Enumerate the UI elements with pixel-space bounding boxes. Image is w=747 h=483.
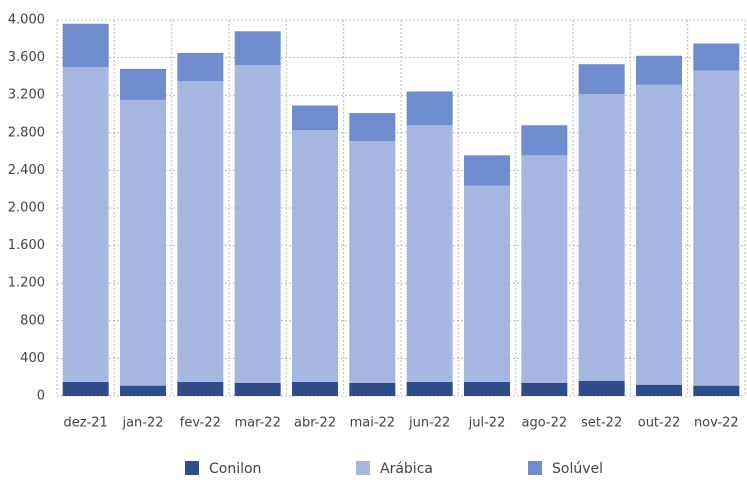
- legend-label: Conilon: [209, 461, 261, 477]
- bar-segment: [349, 113, 396, 142]
- bar-segment: [292, 105, 338, 130]
- x-tick-label: jan-22: [121, 416, 163, 431]
- legend-label: Arábica: [380, 461, 433, 477]
- bar-segment: [177, 381, 224, 396]
- bar-segment: [464, 155, 510, 186]
- x-tick-label: dez-21: [64, 416, 108, 431]
- x-tick-label: nov-22: [694, 416, 739, 431]
- bar-segment: [62, 381, 109, 396]
- legend-swatch: [356, 461, 370, 475]
- y-tick-label: 2.800: [8, 125, 45, 140]
- bar-segment: [177, 52, 224, 82]
- bar-segment: [578, 380, 625, 396]
- y-tick-label: 2.000: [8, 201, 45, 216]
- y-tick-label: 800: [20, 313, 45, 328]
- x-tick-label: jul-22: [468, 416, 506, 431]
- bar-segment: [406, 381, 453, 396]
- y-tick-label: 3.200: [8, 88, 45, 103]
- bar-segment: [234, 382, 281, 396]
- x-tick-label: fev-22: [180, 416, 221, 431]
- bar-segment: [578, 64, 625, 95]
- bar-segment: [636, 84, 682, 385]
- legend-swatch: [185, 461, 199, 475]
- bar-segment: [636, 55, 682, 85]
- x-tick-label: set-22: [581, 416, 622, 431]
- x-tick-label: mai-22: [350, 416, 395, 431]
- bar-segment: [62, 23, 109, 67]
- y-tick-label: 4.000: [8, 13, 45, 28]
- x-tick-label: jun-22: [408, 416, 450, 431]
- bar-segment: [406, 125, 453, 382]
- y-tick-label: 400: [20, 351, 45, 366]
- x-tick-label: out-22: [638, 416, 681, 431]
- bar-segment: [693, 43, 740, 71]
- bar-segment: [521, 155, 568, 383]
- bar-segment: [62, 67, 109, 382]
- bar-segment: [177, 81, 224, 382]
- bar-segment: [693, 385, 740, 396]
- bar-segment: [292, 381, 338, 396]
- bar-segment: [349, 382, 396, 396]
- bar-segment: [292, 129, 338, 382]
- bar-segment: [693, 70, 740, 386]
- bar-segment: [120, 99, 166, 386]
- bar-segment: [234, 65, 281, 383]
- bar-segment: [234, 31, 281, 66]
- legend-swatch: [528, 461, 542, 475]
- bar-segment: [464, 381, 510, 396]
- y-tick-label: 3.600: [8, 50, 45, 65]
- y-tick-label: 2.400: [8, 163, 45, 178]
- x-tick-label: abr-22: [294, 416, 336, 431]
- bar-segment: [406, 91, 453, 126]
- y-tick-label: 1.600: [8, 238, 45, 253]
- bar-segment: [120, 68, 166, 100]
- y-tick-label: 1.200: [8, 276, 45, 291]
- bar-segment: [521, 125, 568, 156]
- bar-segment: [636, 384, 682, 396]
- bar-segment: [349, 141, 396, 383]
- bar-segment: [120, 385, 166, 396]
- x-tick-label: mar-22: [234, 416, 280, 431]
- legend-label: Solúvel: [552, 461, 603, 477]
- bar-segment: [464, 185, 510, 382]
- bar-segment: [578, 94, 625, 381]
- bar-segment: [521, 382, 568, 396]
- x-tick-label: ago-22: [522, 416, 568, 431]
- y-tick-label: 0: [37, 389, 45, 404]
